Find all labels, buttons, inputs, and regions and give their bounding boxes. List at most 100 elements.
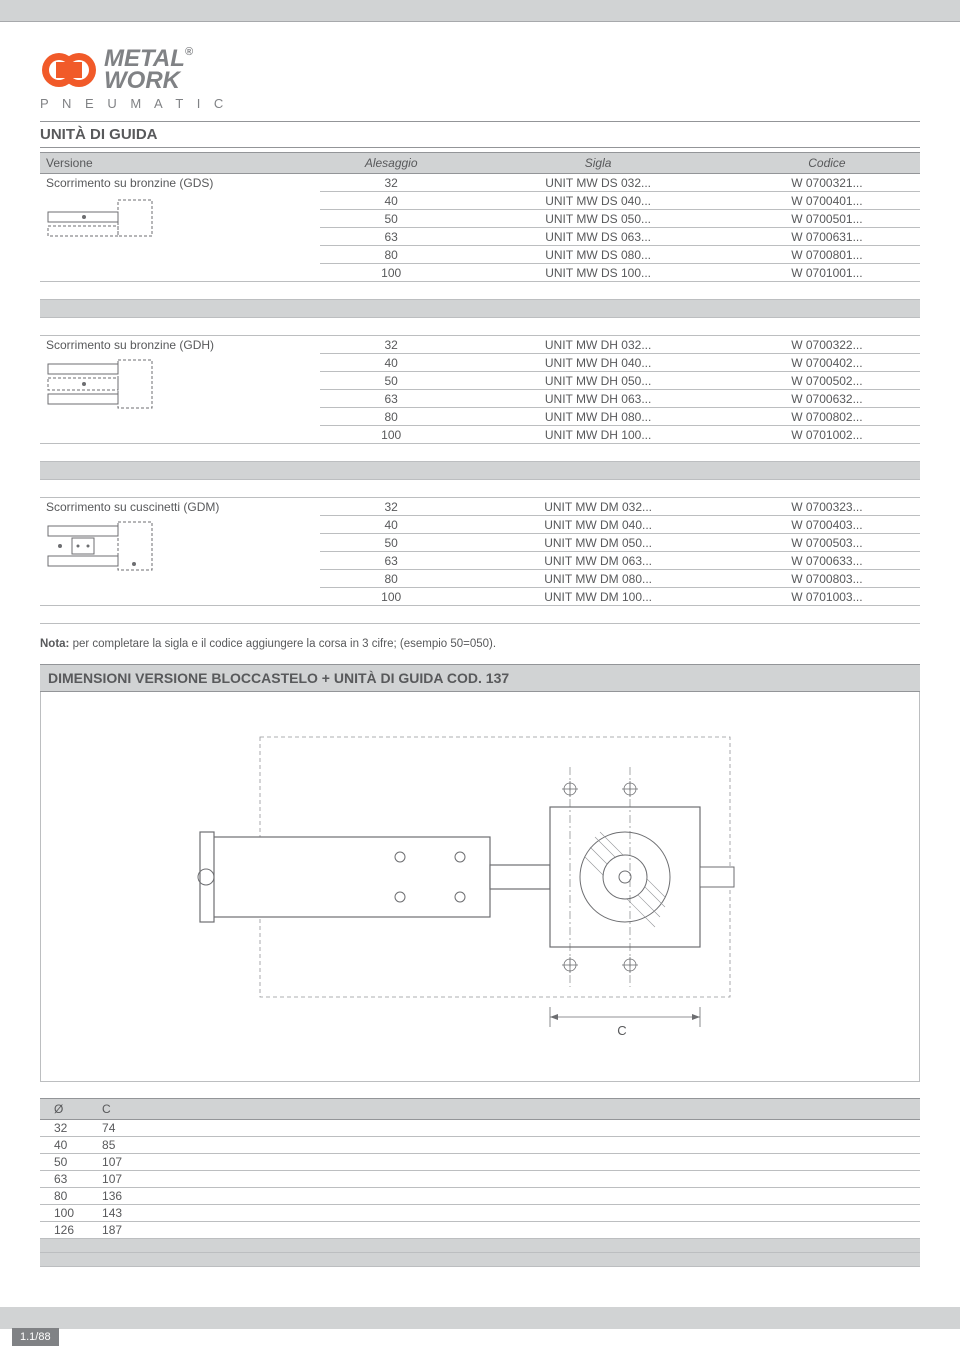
cell: UNIT MW DS 100... — [462, 264, 733, 282]
table-row: 50107 — [40, 1154, 920, 1171]
cell: W 0701001... — [734, 264, 920, 282]
cell: 32 — [40, 1120, 88, 1137]
table-row — [40, 480, 920, 498]
th-alesaggio: Alesaggio — [320, 153, 462, 174]
th-versione: Versione — [40, 153, 320, 174]
cell: 63 — [320, 228, 462, 246]
cell: W 0701002... — [734, 426, 920, 444]
table-row: Scorrimento su cuscinetti (GDM)32UNIT MW… — [40, 498, 920, 516]
cell: 40 — [40, 1137, 88, 1154]
cell: UNIT MW DH 063... — [462, 390, 733, 408]
cell: W 0700321... — [734, 174, 920, 192]
unit-table: Versione Alesaggio Sigla Codice Scorrime… — [40, 152, 920, 624]
cell: UNIT MW DS 063... — [462, 228, 733, 246]
dimensions-title: DIMENSIONI VERSIONE BLOCCASTELO + UNITÀ … — [40, 664, 920, 692]
spacer-row — [40, 462, 920, 480]
cell: 100 — [40, 1205, 88, 1222]
footer-band — [0, 1307, 960, 1329]
cell: 50 — [40, 1154, 88, 1171]
cell: 74 — [88, 1120, 136, 1137]
cell: UNIT MW DH 080... — [462, 408, 733, 426]
section-title: UNITÀ DI GUIDA — [40, 121, 920, 148]
cell: 80 — [320, 570, 462, 588]
logo-text-bottom: WORK — [104, 70, 193, 92]
cell: 100 — [320, 426, 462, 444]
svg-text:C: C — [617, 1023, 626, 1038]
table-row — [40, 444, 920, 462]
cell: UNIT MW DM 050... — [462, 534, 733, 552]
cell: W 0700323... — [734, 498, 920, 516]
table-row: 4085 — [40, 1137, 920, 1154]
cell: 107 — [88, 1154, 136, 1171]
cell: 80 — [320, 408, 462, 426]
note-label: Nota: — [40, 638, 69, 650]
cell: 40 — [320, 192, 462, 210]
table-row: 100143 — [40, 1205, 920, 1222]
cell: UNIT MW DS 050... — [462, 210, 733, 228]
dimensions-table: Ø C 32744085501076310780136100143126187 — [40, 1098, 920, 1267]
versione-cell: Scorrimento su bronzine (GDS) — [40, 174, 320, 282]
cell: UNIT MW DM 063... — [462, 552, 733, 570]
table-row: Scorrimento su bronzine (GDH)32UNIT MW D… — [40, 336, 920, 354]
cell: 32 — [320, 174, 462, 192]
th-codice: Codice — [734, 153, 920, 174]
cell: 50 — [320, 534, 462, 552]
table-row — [40, 282, 920, 300]
guide-icon — [46, 196, 156, 244]
logo-tagline: P N E U M A T I C — [40, 96, 920, 111]
cell: 126 — [40, 1222, 88, 1239]
top-bar — [0, 0, 960, 22]
guide-icon — [46, 358, 156, 406]
cell: W 0700401... — [734, 192, 920, 210]
guide-icon — [46, 520, 156, 568]
cell: UNIT MW DM 080... — [462, 570, 733, 588]
cell: 40 — [320, 516, 462, 534]
cell: 63 — [320, 552, 462, 570]
dim-th-diameter: Ø — [40, 1099, 88, 1120]
cell: UNIT MW DS 080... — [462, 246, 733, 264]
cell: 85 — [88, 1137, 136, 1154]
cell: W 0700402... — [734, 354, 920, 372]
cell: W 0700322... — [734, 336, 920, 354]
cell: UNIT MW DH 050... — [462, 372, 733, 390]
cell: 107 — [88, 1171, 136, 1188]
dim-th-c: C — [88, 1099, 136, 1120]
table-row: 126187 — [40, 1222, 920, 1239]
cell: 40 — [320, 354, 462, 372]
cell: 50 — [320, 372, 462, 390]
cell: UNIT MW DS 032... — [462, 174, 733, 192]
note-text: per completare la sigla e il codice aggi… — [69, 638, 496, 650]
cell: 32 — [320, 336, 462, 354]
cell: 80 — [320, 246, 462, 264]
cell: UNIT MW DM 040... — [462, 516, 733, 534]
cell: W 0700501... — [734, 210, 920, 228]
spacer-row — [40, 300, 920, 318]
cell: 32 — [320, 498, 462, 516]
cell: 50 — [320, 210, 462, 228]
cell: 100 — [320, 588, 462, 606]
spacer-row — [40, 1253, 920, 1267]
cell: 187 — [88, 1222, 136, 1239]
cell: W 0700801... — [734, 246, 920, 264]
cell: 80 — [40, 1188, 88, 1205]
spacer-row — [40, 1239, 920, 1253]
versione-cell: Scorrimento su cuscinetti (GDM) — [40, 498, 320, 606]
cell: W 0700631... — [734, 228, 920, 246]
th-sigla: Sigla — [462, 153, 733, 174]
cell: 136 — [88, 1188, 136, 1205]
page-number: 1.1/88 — [12, 1328, 59, 1346]
table-row: 63107 — [40, 1171, 920, 1188]
versione-cell: Scorrimento su bronzine (GDH) — [40, 336, 320, 444]
cell: W 0700802... — [734, 408, 920, 426]
cell: W 0700632... — [734, 390, 920, 408]
cell: W 0701003... — [734, 588, 920, 606]
cell: W 0700503... — [734, 534, 920, 552]
cell: UNIT MW DH 032... — [462, 336, 733, 354]
logo-icon — [40, 48, 98, 92]
table-row: 80136 — [40, 1188, 920, 1205]
cell: 100 — [320, 264, 462, 282]
note: Nota: per completare la sigla e il codic… — [40, 638, 920, 650]
table-row — [40, 318, 920, 336]
cell: W 0700803... — [734, 570, 920, 588]
cell: 63 — [40, 1171, 88, 1188]
